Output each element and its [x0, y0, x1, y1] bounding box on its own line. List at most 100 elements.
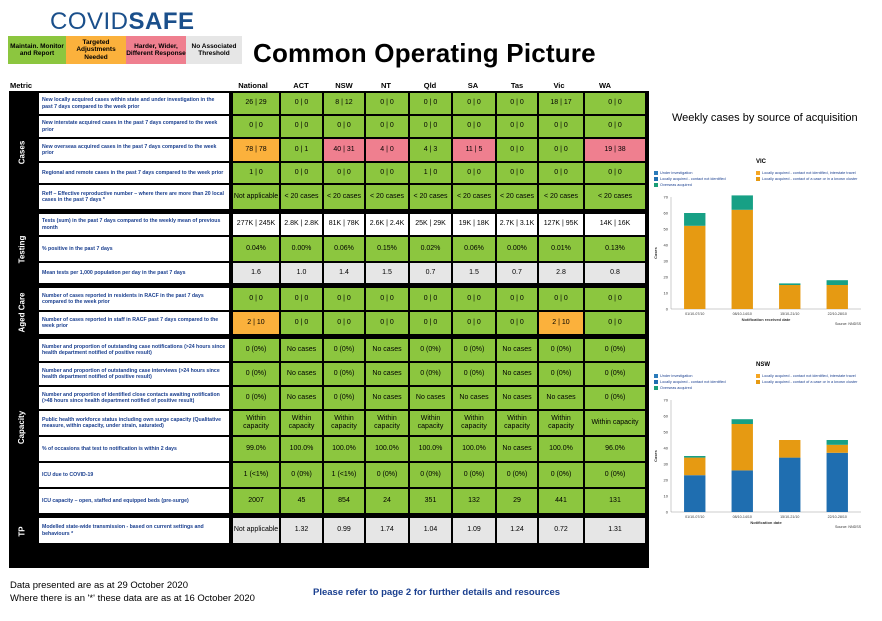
legend-entry: Locally acquired - contact not identifie… [654, 177, 726, 181]
y-tick-label: 20 [664, 478, 669, 483]
cell-capacity-7-wa: 131 [585, 489, 645, 513]
legend-label: Locally acquired - contact not identifie… [660, 177, 726, 181]
bar-segment [731, 419, 753, 424]
cell-cases-1-qld: 0 | 0 [410, 93, 451, 114]
legend-entry: Overseas acquired [654, 386, 692, 390]
asterisk-note: Where there is an '*' these data are as … [10, 593, 255, 604]
indicator-table: New locally acquired cases within state … [9, 91, 649, 568]
cell-cases-1-nt: 0 | 0 [366, 93, 408, 114]
legend: Maintain. Monitor and Report Targeted Ad… [8, 36, 242, 64]
legend-entry: Overseas acquired [654, 183, 692, 187]
metric-cases-2: New interstate acquired cases in the pas… [39, 116, 229, 137]
cell-capacity-1-qld: 0 (0%) [410, 339, 451, 361]
cell-capacity-5-act: 100.0% [281, 437, 322, 461]
cell-capacity-3-nsw: 0 (0%) [324, 387, 364, 409]
y-tick-label: 0 [666, 510, 669, 515]
cell-capacity-2-qld: 0 (0%) [410, 363, 451, 385]
bar-segment [779, 457, 801, 512]
cell-cases-5-vic: < 20 cases [539, 185, 583, 209]
column-header-nsw: NSW [335, 81, 353, 90]
cell-testing-3-qld: 0.7 [410, 263, 451, 283]
cell-testing-2-act: 0.00% [281, 237, 322, 261]
legend-label: Locally acquired - contact not identifie… [660, 380, 726, 384]
x-tick-label: 08/10-14/10 [733, 312, 752, 316]
x-tick-label: 22/10-28/10 [828, 515, 847, 519]
bar-segment [779, 285, 801, 309]
cell-capacity-2-national: 0 (0%) [233, 363, 279, 385]
cell-capacity-4-vic: Within capacity [539, 411, 583, 435]
nsw-chart: NSW Under investigation Locally acquired -… [651, 360, 871, 530]
cell-capacity-4-national: Within capacity [233, 411, 279, 435]
cell-cases-5-nt: < 20 cases [366, 185, 408, 209]
section-testing: Testing [9, 214, 35, 285]
legend-swatch [756, 171, 760, 175]
bar-segment [684, 457, 706, 476]
cell-cases-3-tas: 0 | 0 [497, 139, 537, 161]
cell-tp-1-sa: 1.09 [453, 518, 495, 543]
cell-tp-1-qld: 1.04 [410, 518, 451, 543]
section-tp: TP [9, 518, 35, 545]
cell-cases-2-sa: 0 | 0 [453, 116, 495, 137]
cell-capacity-1-vic: 0 (0%) [539, 339, 583, 361]
metric-cases-4: Regional and remote cases in the past 7 … [39, 163, 229, 183]
section-cases: Cases [9, 93, 35, 211]
cell-capacity-5-wa: 96.0% [585, 437, 645, 461]
cell-testing-3-nt: 1.5 [366, 263, 408, 283]
bar-segment [826, 440, 848, 445]
column-header-wa: WA [598, 81, 612, 90]
cell-aged-care-1-sa: 0 | 0 [453, 288, 495, 310]
cell-testing-3-tas: 0.7 [497, 263, 537, 283]
cell-aged-care-2-national: 2 | 10 [233, 312, 279, 334]
cell-capacity-2-sa: 0 (0%) [453, 363, 495, 385]
cell-testing-1-wa: 14K | 16K [585, 214, 645, 235]
cell-cases-1-vic: 18 | 17 [539, 93, 583, 114]
cell-capacity-3-national: 0 (0%) [233, 387, 279, 409]
cell-aged-care-2-act: 0 | 0 [281, 312, 322, 334]
cell-aged-care-2-vic: 2 | 10 [539, 312, 583, 334]
cell-capacity-7-nsw: 854 [324, 489, 364, 513]
y-tick-label: 70 [664, 195, 669, 200]
legend-swatch [654, 183, 658, 187]
cell-capacity-7-act: 45 [281, 489, 322, 513]
x-tick-label: 15/10-21/10 [780, 515, 799, 519]
bar-segment [826, 452, 848, 512]
legend-swatch [756, 177, 760, 181]
chart-source: Source: NNDSS [835, 322, 862, 326]
cell-cases-1-nsw: 8 | 12 [324, 93, 364, 114]
vic-chart: VIC Under investigation Locally acquired -… [651, 157, 871, 327]
cell-cases-4-act: 0 | 0 [281, 163, 322, 183]
column-header-sa: SA [467, 81, 479, 90]
cell-cases-2-national: 0 | 0 [233, 116, 279, 137]
refer-page-link[interactable]: Please refer to page 2 for further detai… [313, 587, 561, 598]
cell-cases-4-tas: 0 | 0 [497, 163, 537, 183]
cell-cases-3-nt: 4 | 0 [366, 139, 408, 161]
bar-segment [684, 213, 706, 226]
legend-harder: Harder, Wider, Different Response [126, 36, 186, 64]
legend-swatch [654, 386, 658, 390]
data-date-note: Data presented are as at 29 October 2020 [10, 580, 188, 591]
cell-cases-5-nsw: < 20 cases [324, 185, 364, 209]
cell-testing-2-qld: 0.02% [410, 237, 451, 261]
cell-capacity-1-tas: No cases [497, 339, 537, 361]
y-tick-label: 30 [664, 259, 669, 264]
cell-cases-4-vic: 0 | 0 [539, 163, 583, 183]
cell-cases-4-wa: 0 | 0 [585, 163, 645, 183]
chart-title: VIC [756, 159, 767, 165]
cell-cases-2-vic: 0 | 0 [539, 116, 583, 137]
chart-plot: 0 10 20 30 40 50 60 70 01/10-07/10 08/10-14/10 15/… [653, 398, 862, 530]
section-label-testing: Testing [17, 235, 27, 264]
cell-testing-1-sa: 19K | 18K [453, 214, 495, 235]
legend-label: Under investigation [660, 374, 693, 378]
metric-testing-3: Mean tests per 1,000 population per day … [39, 263, 229, 283]
cell-testing-2-sa: 0.06% [453, 237, 495, 261]
section-label-aged-care: Aged Care [17, 291, 27, 333]
bar-segment [779, 283, 801, 285]
legend-entry: Under investigation [654, 374, 693, 378]
cell-testing-1-act: 2.8K | 2.8K [281, 214, 322, 235]
cell-capacity-7-vic: 441 [539, 489, 583, 513]
cell-capacity-6-nsw: 1 (<1%) [324, 463, 364, 487]
cell-testing-1-national: 277K | 245K [233, 214, 279, 235]
bar-segment [684, 456, 706, 458]
cell-capacity-1-wa: 0 (0%) [585, 339, 645, 361]
legend-entry: Locally acquired - contact not identifie… [756, 171, 856, 175]
